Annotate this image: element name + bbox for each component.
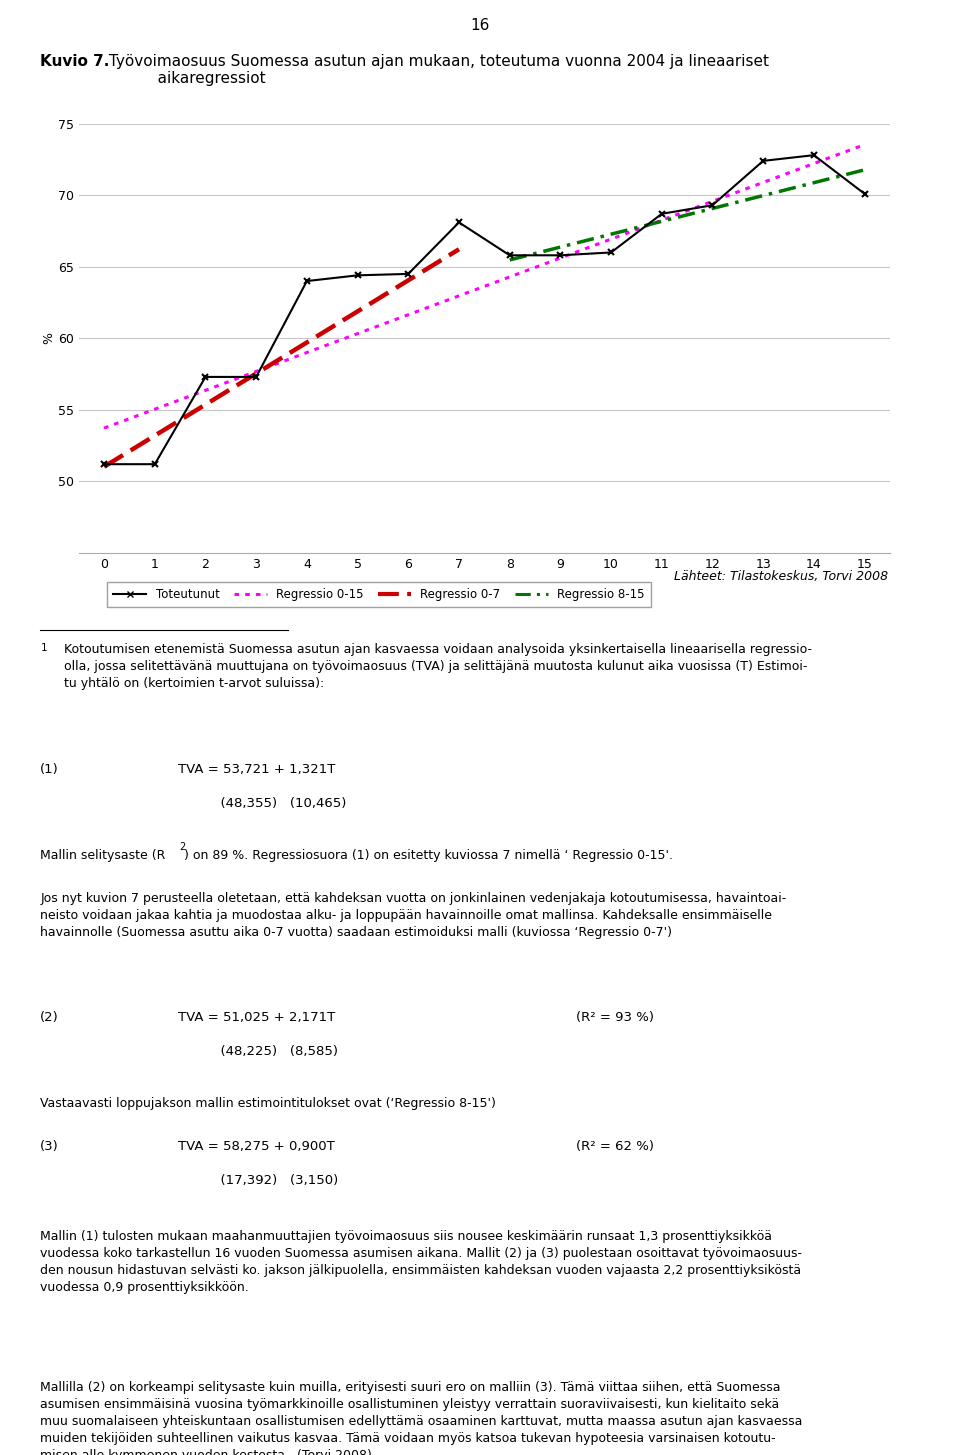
Text: Lähteet: Tilastokeskus, Torvi 2008: Lähteet: Tilastokeskus, Torvi 2008: [674, 570, 888, 583]
Text: Kotoutumisen etenemistä Suomessa asutun ajan kasvaessa voidaan analysoida yksink: Kotoutumisen etenemistä Suomessa asutun …: [56, 643, 811, 690]
Text: TVA = 53,721 + 1,321T: TVA = 53,721 + 1,321T: [178, 762, 335, 776]
Text: Mallin (1) tulosten mukaan maahanmuuttajien työvoimaosuus siis nousee keskimääri: Mallin (1) tulosten mukaan maahanmuuttaj…: [40, 1231, 803, 1295]
Text: Mallin selitysaste (R: Mallin selitysaste (R: [40, 850, 166, 863]
Text: Jos nyt kuvion 7 perusteella oletetaan, että kahdeksan vuotta on jonkinlainen ve: Jos nyt kuvion 7 perusteella oletetaan, …: [40, 892, 786, 940]
Text: Kuvio 7.: Kuvio 7.: [40, 54, 109, 68]
Text: 1: 1: [40, 643, 47, 653]
Text: (48,355)   (10,465): (48,355) (10,465): [178, 797, 346, 810]
Text: (R² = 62 %): (R² = 62 %): [576, 1139, 654, 1152]
Text: (R² = 93 %): (R² = 93 %): [576, 1011, 654, 1024]
Text: TVA = 51,025 + 2,171T: TVA = 51,025 + 2,171T: [178, 1011, 335, 1024]
Text: 16: 16: [470, 17, 490, 33]
Text: TVA = 58,275 + 0,900T: TVA = 58,275 + 0,900T: [178, 1139, 334, 1152]
Text: (3): (3): [40, 1139, 60, 1152]
Legend: Toteutunut, Regressio 0-15, Regressio 0-7, Regressio 8-15: Toteutunut, Regressio 0-15, Regressio 0-…: [108, 582, 651, 607]
Text: (17,392)   (3,150): (17,392) (3,150): [178, 1174, 338, 1187]
Text: Työvoimaosuus Suomessa asutun ajan mukaan, toteutuma vuonna 2004 ja lineaariset
: Työvoimaosuus Suomessa asutun ajan mukaa…: [104, 54, 769, 86]
Text: (1): (1): [40, 762, 60, 776]
Text: Mallilla (2) on korkeampi selitysaste kuin muilla, erityisesti suuri ero on mall: Mallilla (2) on korkeampi selitysaste ku…: [40, 1381, 803, 1455]
Text: Vastaavasti loppujakson mallin estimointitulokset ovat (‘Regressio 8-15'): Vastaavasti loppujakson mallin estimoint…: [40, 1097, 496, 1110]
Text: 2: 2: [180, 842, 186, 851]
Y-axis label: %: %: [42, 332, 55, 345]
Text: (48,225)   (8,585): (48,225) (8,585): [178, 1045, 338, 1058]
Text: ) on 89 %. Regressiosuora (1) on esitetty kuviossa 7 nimellä ‘ Regressio 0-15'.: ) on 89 %. Regressiosuora (1) on esitett…: [184, 850, 673, 863]
Text: (2): (2): [40, 1011, 60, 1024]
